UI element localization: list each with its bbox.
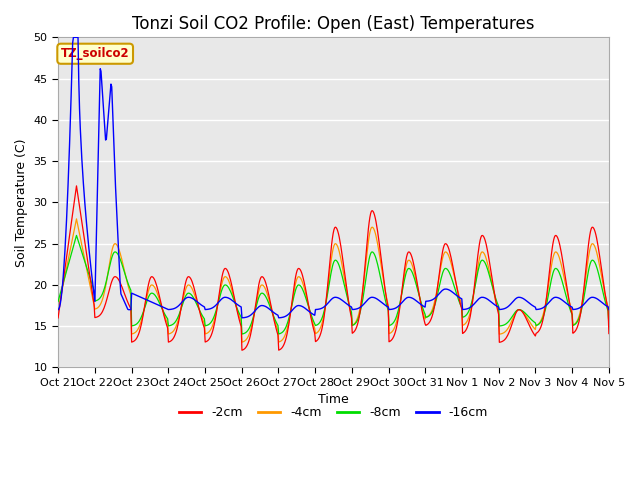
Text: TZ_soilco2: TZ_soilco2 — [61, 47, 129, 60]
X-axis label: Time: Time — [318, 394, 349, 407]
Legend: -2cm, -4cm, -8cm, -16cm: -2cm, -4cm, -8cm, -16cm — [174, 401, 493, 424]
Y-axis label: Soil Temperature (C): Soil Temperature (C) — [15, 138, 28, 266]
Title: Tonzi Soil CO2 Profile: Open (East) Temperatures: Tonzi Soil CO2 Profile: Open (East) Temp… — [132, 15, 535, 33]
